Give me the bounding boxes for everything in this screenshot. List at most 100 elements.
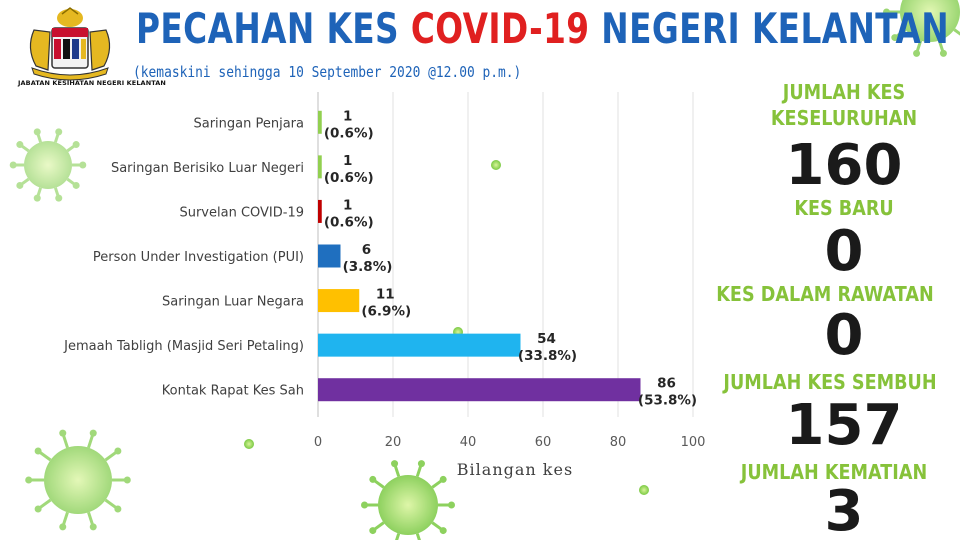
stat-label-active: KES DALAM RAWATAN — [716, 282, 934, 306]
agency-name: JABATAN KESIHATAN NEGERI KELANTAN — [18, 79, 166, 87]
x-tick-label: 20 — [385, 435, 402, 450]
data-label-value: 1 — [343, 153, 352, 169]
virus-spike-tip — [439, 527, 447, 535]
category-label: Saringan Penjara — [193, 116, 304, 131]
x-tick-label: 80 — [610, 435, 627, 450]
virus-spike-tip — [59, 429, 67, 437]
data-label-percent: (33.8%) — [518, 348, 577, 364]
virus-spike-tip — [369, 527, 377, 535]
virus-icon — [639, 485, 649, 495]
data-label-percent: (6.9%) — [361, 304, 411, 320]
category-label: Jemaah Tabligh (Masjid Seri Petaling) — [63, 339, 304, 354]
category-label: Saringan Luar Negara — [162, 295, 304, 310]
bar — [318, 110, 322, 134]
x-tick-label: 40 — [460, 435, 477, 450]
stat-label-total-line1: JUMLAH KES — [782, 80, 906, 104]
data-label-percent: (0.6%) — [324, 214, 374, 230]
data-label-value: 11 — [376, 287, 395, 303]
virus-spike-tip — [33, 194, 41, 202]
virus-body — [491, 160, 501, 170]
title-part-3: NEGERI KELANTAN — [589, 4, 950, 53]
virus-spike-tip — [72, 181, 80, 189]
virus-spike-tip — [913, 49, 921, 57]
x-tick-label: 60 — [535, 435, 552, 450]
virus-spike-tip — [34, 505, 42, 513]
data-label-value: 86 — [657, 376, 676, 392]
category-label: Kontak Rapat Kes Sah — [162, 384, 304, 399]
bar — [318, 333, 521, 357]
stat-value-recovered: 157 — [785, 393, 903, 458]
virus-icon — [25, 429, 131, 531]
virus-spike-tip — [123, 476, 131, 484]
bar — [318, 378, 641, 402]
virus-spike-tip — [439, 475, 447, 483]
virus-icon — [491, 160, 501, 170]
virus-spike-tip — [59, 523, 67, 531]
data-label-value: 6 — [362, 242, 371, 258]
virus-spike-tip — [417, 460, 425, 468]
virus-spike-tip — [79, 161, 87, 169]
category-label: Saringan Berisiko Luar Negeri — [111, 161, 304, 176]
bar — [318, 289, 360, 313]
virus-spike-tip — [114, 505, 122, 513]
bar — [318, 244, 341, 268]
category-label: Person Under Investigation (PUI) — [93, 250, 304, 265]
stat-value-new: 0 — [824, 219, 864, 284]
virus-spike-tip — [25, 476, 33, 484]
stat-label-recovered: JUMLAH KES SEMBUH — [723, 370, 937, 394]
virus-icon — [9, 128, 87, 202]
bar — [318, 199, 322, 223]
data-label-percent: (0.6%) — [324, 125, 374, 141]
title-part-2: COVID-19 — [410, 4, 590, 53]
virus-body — [378, 475, 438, 535]
stat-value-total: 160 — [785, 133, 903, 198]
virus-spike-tip — [448, 501, 455, 509]
page-title: PECAHAN KES COVID-19 NEGERI KELANTAN — [136, 4, 949, 53]
virus-spike-tip — [939, 49, 947, 57]
data-label-value: 54 — [537, 331, 556, 347]
virus-spike-tip — [33, 128, 41, 136]
data-label-percent: (0.6%) — [324, 170, 374, 186]
virus-spike-tip — [89, 523, 97, 531]
virus-spike-tip — [114, 447, 122, 455]
virus-icon — [361, 460, 455, 540]
data-label-percent: (3.8%) — [343, 259, 393, 275]
coat-of-arms-icon — [29, 7, 111, 81]
category-label: Survelan COVID-19 — [179, 205, 304, 220]
virus-spike-tip — [55, 194, 63, 202]
stat-value-deaths: 3 — [824, 479, 864, 540]
virus-body — [639, 485, 649, 495]
data-label-value: 1 — [343, 197, 352, 213]
virus-spike-tip — [391, 460, 399, 468]
virus-spike-tip — [72, 141, 80, 149]
data-label-value: 1 — [343, 108, 352, 124]
x-axis-title: Bilangan kes — [457, 460, 573, 479]
stat-value-active: 0 — [824, 303, 864, 368]
virus-body — [900, 0, 960, 42]
virus-body — [24, 141, 72, 189]
virus-icon — [244, 439, 254, 449]
virus-spike-tip — [9, 161, 17, 169]
virus-spike-tip — [89, 429, 97, 437]
virus-spike-tip — [361, 501, 368, 509]
data-label-percent: (53.8%) — [638, 393, 697, 409]
virus-spike-tip — [16, 181, 24, 189]
virus-icon — [883, 0, 960, 57]
virus-body — [44, 446, 112, 514]
virus-spike-tip — [34, 447, 42, 455]
x-tick-label: 100 — [681, 435, 706, 450]
virus-spike-tip — [369, 475, 377, 483]
page-subtitle: (kemaskini sehingga 10 September 2020 @1… — [133, 63, 522, 81]
virus-spike-tip — [55, 128, 63, 136]
virus-spike-tip — [16, 141, 24, 149]
title-part-1: PECAHAN KES — [136, 4, 411, 53]
stat-label-new: KES BARU — [794, 196, 894, 220]
virus-spike-tip — [891, 34, 899, 42]
x-tick-label: 0 — [314, 435, 322, 450]
virus-body — [244, 439, 254, 449]
stat-label-total-line2: KESELURUHAN — [770, 106, 918, 130]
virus-spike-tip — [883, 8, 890, 16]
